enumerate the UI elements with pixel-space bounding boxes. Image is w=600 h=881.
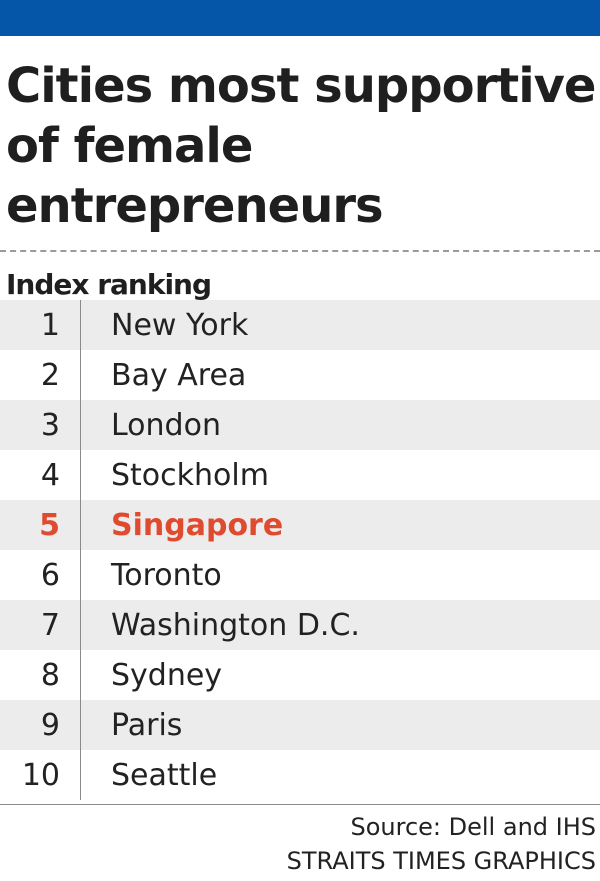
table-row: 2 Bay Area [0, 350, 600, 400]
table-row: 3 London [0, 400, 600, 450]
city-cell: Paris [111, 707, 183, 743]
table-row: 1 New York [0, 300, 600, 350]
city-cell: New York [111, 307, 249, 343]
graphics-credit: STRAITS TIMES GRAPHICS [286, 847, 596, 875]
dashed-divider [0, 250, 600, 252]
rank-cell: 7 [40, 607, 60, 643]
rank-cell: 6 [40, 557, 60, 593]
city-cell: Sydney [111, 657, 223, 693]
table-subtitle: Index ranking [6, 268, 212, 301]
column-divider [80, 300, 81, 800]
top-color-bar [0, 0, 600, 36]
ranking-table: 1 New York 2 Bay Area 3 London 4 Stockholm 5 Sing… [0, 300, 600, 800]
table-row: 6 Toronto [0, 550, 600, 600]
table-row: 7 Washington D.C. [0, 600, 600, 650]
table-row: 9 Paris [0, 700, 600, 750]
city-cell: Toronto [111, 557, 222, 593]
table-row: 4 Stockholm [0, 450, 600, 500]
rank-cell: 5 [39, 507, 60, 543]
rank-cell: 4 [40, 457, 60, 493]
rank-cell: 2 [40, 357, 60, 393]
city-cell: Singapore [111, 507, 284, 543]
source-note: Source: Dell and IHS [350, 813, 597, 841]
city-cell: Washington D.C. [111, 607, 360, 643]
table-row: 10 Seattle [0, 750, 600, 800]
rank-cell: 8 [40, 657, 60, 693]
rank-cell: 1 [40, 307, 60, 343]
city-cell: Seattle [111, 757, 218, 793]
ranking-rows: 1 New York 2 Bay Area 3 London 4 Stockholm 5 Sing… [0, 300, 600, 800]
chart-title: Cities most supportive of female entrepr… [6, 58, 596, 234]
table-bottom-rule [0, 804, 600, 805]
table-row: 8 Sydney [0, 650, 600, 700]
city-cell: Bay Area [111, 357, 247, 393]
rank-cell: 9 [40, 707, 60, 743]
rank-cell: 10 [21, 757, 60, 793]
city-cell: Stockholm [111, 457, 269, 493]
table-row: 5 Singapore [0, 500, 600, 550]
city-cell: London [111, 407, 221, 443]
rank-cell: 3 [40, 407, 60, 443]
